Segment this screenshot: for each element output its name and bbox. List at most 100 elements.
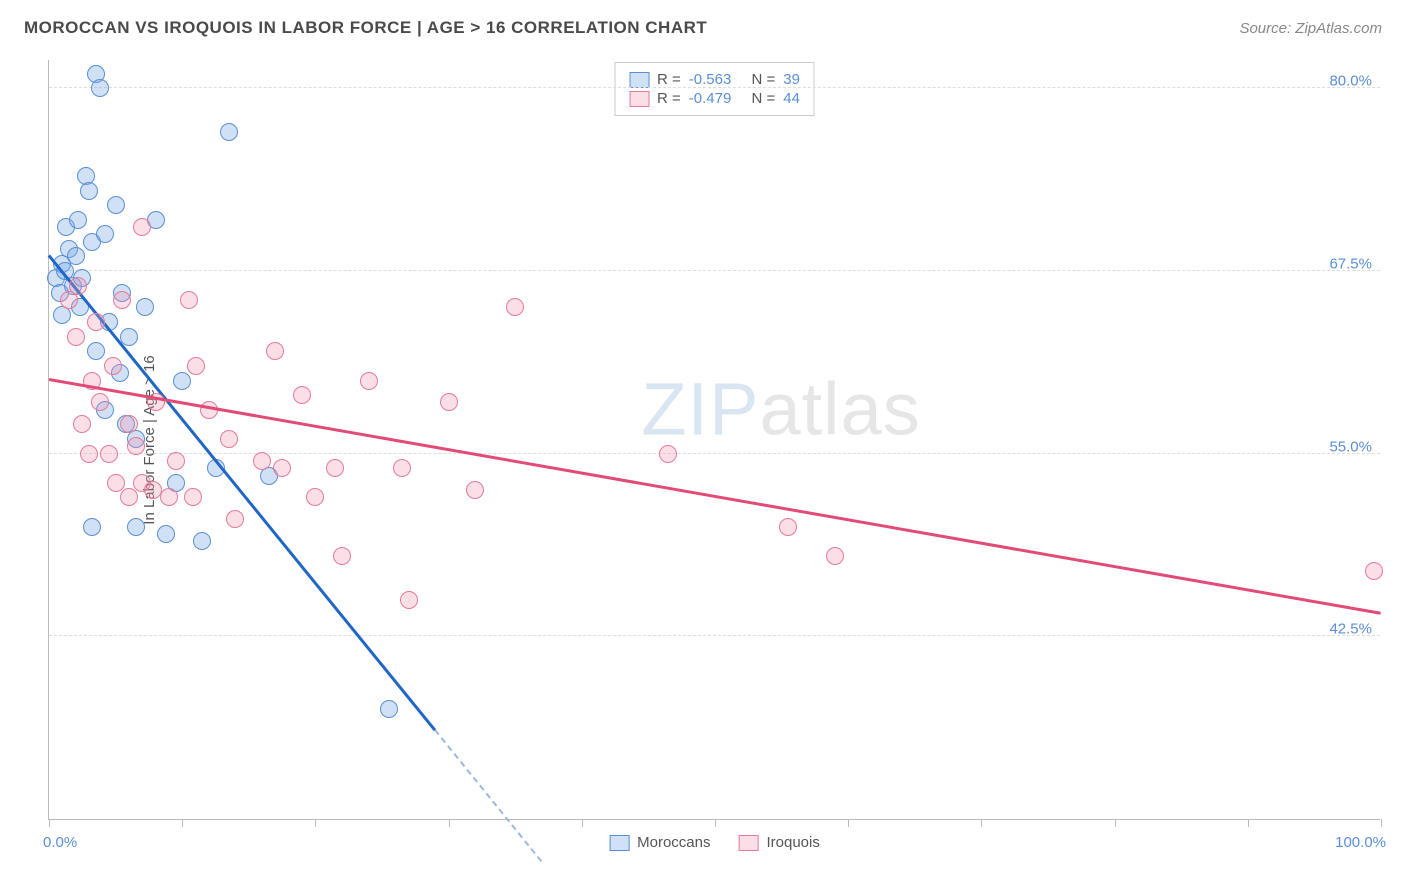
- legend-series: Moroccans Iroquois: [609, 834, 820, 851]
- stat-n-label: N =: [752, 71, 776, 88]
- series-a-r: -0.563: [689, 71, 732, 88]
- point-iroquois: [120, 415, 138, 433]
- point-moroccans: [87, 342, 105, 360]
- trend-line-moroccans: [48, 254, 436, 731]
- point-iroquois: [120, 488, 138, 506]
- point-iroquois: [80, 445, 98, 463]
- gridline: [49, 87, 1380, 88]
- legend-label: Iroquois: [766, 834, 819, 851]
- gridline: [49, 453, 1380, 454]
- point-iroquois: [113, 291, 131, 309]
- x-tick: [182, 819, 183, 827]
- y-tick-label: 42.5%: [1329, 621, 1372, 638]
- point-iroquois: [266, 342, 284, 360]
- x-tick: [1115, 819, 1116, 827]
- point-iroquois: [326, 459, 344, 477]
- x-tick: [981, 819, 982, 827]
- point-iroquois: [167, 452, 185, 470]
- gridline: [49, 635, 1380, 636]
- point-iroquois: [87, 313, 105, 331]
- point-iroquois: [779, 518, 797, 536]
- series-a-swatch: [609, 835, 629, 851]
- x-tick: [848, 819, 849, 827]
- point-iroquois: [104, 357, 122, 375]
- x-tick: [715, 819, 716, 827]
- legend-item-moroccans: Moroccans: [609, 834, 710, 851]
- point-iroquois: [333, 547, 351, 565]
- legend-item-iroquois: Iroquois: [738, 834, 819, 851]
- series-b-n: 44: [783, 90, 800, 107]
- point-iroquois: [133, 218, 151, 236]
- point-moroccans: [157, 525, 175, 543]
- series-b-swatch: [629, 91, 649, 107]
- x-tick: [582, 819, 583, 827]
- point-iroquois: [360, 372, 378, 390]
- point-moroccans: [136, 298, 154, 316]
- x-tick: [1381, 819, 1382, 827]
- series-b-r: -0.479: [689, 90, 732, 107]
- point-iroquois: [67, 328, 85, 346]
- point-moroccans: [80, 182, 98, 200]
- gridline: [49, 270, 1380, 271]
- point-iroquois: [69, 277, 87, 295]
- x-axis-max-label: 100.0%: [1335, 834, 1386, 851]
- point-iroquois: [180, 291, 198, 309]
- watermark-zip: ZIP: [641, 368, 759, 451]
- point-moroccans: [107, 196, 125, 214]
- x-tick: [449, 819, 450, 827]
- chart-title: MOROCCAN VS IROQUOIS IN LABOR FORCE | AG…: [24, 18, 707, 38]
- point-iroquois: [73, 415, 91, 433]
- watermark-atlas: atlas: [759, 368, 920, 451]
- point-iroquois: [127, 437, 145, 455]
- point-moroccans: [83, 518, 101, 536]
- point-iroquois: [273, 459, 291, 477]
- point-iroquois: [184, 488, 202, 506]
- legend-stats-row: R = -0.479 N = 44: [629, 90, 800, 107]
- legend-stats-row: R = -0.563 N = 39: [629, 71, 800, 88]
- point-iroquois: [306, 488, 324, 506]
- point-iroquois: [393, 459, 411, 477]
- point-iroquois: [100, 445, 118, 463]
- point-iroquois: [506, 298, 524, 316]
- point-iroquois: [91, 393, 109, 411]
- series-b-swatch: [738, 835, 758, 851]
- x-tick: [1248, 819, 1249, 827]
- legend-label: Moroccans: [637, 834, 710, 851]
- stat-n-label: N =: [752, 90, 776, 107]
- x-axis-min-label: 0.0%: [43, 834, 77, 851]
- point-moroccans: [220, 123, 238, 141]
- point-iroquois: [1365, 562, 1383, 580]
- point-iroquois: [659, 445, 677, 463]
- watermark: ZIPatlas: [641, 367, 920, 452]
- point-moroccans: [173, 372, 191, 390]
- chart-source: Source: ZipAtlas.com: [1239, 20, 1382, 37]
- point-iroquois: [466, 481, 484, 499]
- trend-line-iroquois: [49, 378, 1381, 614]
- point-iroquois: [220, 430, 238, 448]
- point-iroquois: [160, 488, 178, 506]
- stat-r-label: R =: [657, 90, 681, 107]
- point-iroquois: [826, 547, 844, 565]
- point-iroquois: [253, 452, 271, 470]
- point-iroquois: [440, 393, 458, 411]
- point-moroccans: [91, 79, 109, 97]
- point-moroccans: [380, 700, 398, 718]
- legend-stats: R = -0.563 N = 39 R = -0.479 N = 44: [614, 62, 815, 116]
- x-tick: [315, 819, 316, 827]
- point-iroquois: [107, 474, 125, 492]
- point-moroccans: [127, 518, 145, 536]
- stat-r-label: R =: [657, 71, 681, 88]
- chart-header: MOROCCAN VS IROQUOIS IN LABOR FORCE | AG…: [24, 18, 1382, 38]
- point-moroccans: [193, 532, 211, 550]
- y-tick-label: 55.0%: [1329, 438, 1372, 455]
- y-tick-label: 80.0%: [1329, 73, 1372, 90]
- point-moroccans: [67, 247, 85, 265]
- point-iroquois: [226, 510, 244, 528]
- y-tick-label: 67.5%: [1329, 255, 1372, 272]
- point-iroquois: [293, 386, 311, 404]
- point-moroccans: [69, 211, 87, 229]
- plot-area: In Labor Force | Age > 16 ZIPatlas R = -…: [48, 60, 1380, 820]
- series-a-n: 39: [783, 71, 800, 88]
- x-tick: [49, 819, 50, 827]
- point-iroquois: [187, 357, 205, 375]
